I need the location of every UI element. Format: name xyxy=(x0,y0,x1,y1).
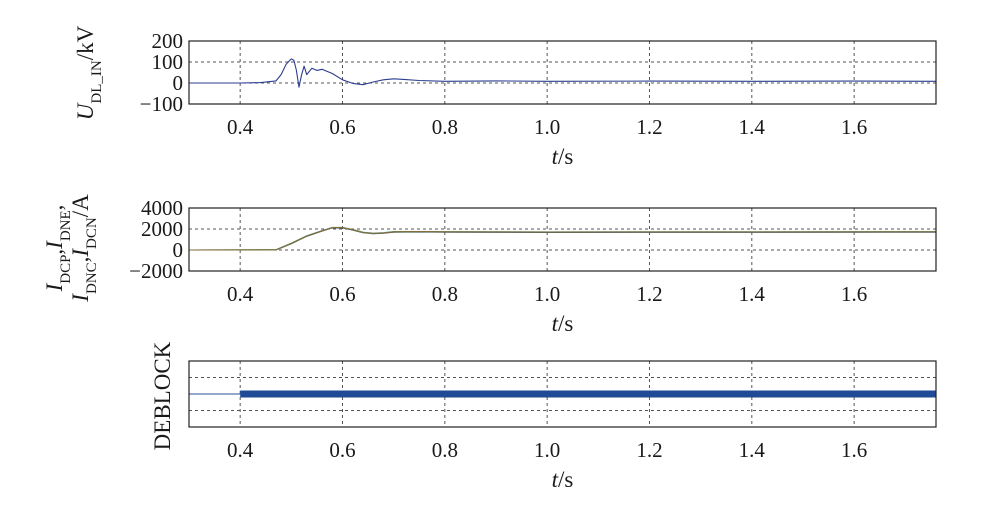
y-tick-label: 200 xyxy=(152,29,184,53)
x-tick-label: 1.6 xyxy=(841,115,867,139)
x-axis-label: t/s xyxy=(552,144,574,169)
x-tick-label: 0.6 xyxy=(329,115,355,139)
y-tick-label: −100 xyxy=(140,92,183,116)
x-tick-label: 1.0 xyxy=(534,438,560,462)
plot-frame xyxy=(188,360,937,428)
y-tick-label: 100 xyxy=(152,50,184,74)
panel-deblock: 0.4 0.6 0.8 1.0 1.2 1.4 1.6 t/s DEBLOCK xyxy=(150,341,937,492)
series-line xyxy=(189,58,937,88)
x-tick-label: 0.4 xyxy=(227,115,254,139)
x-tick-label: 1.4 xyxy=(739,115,766,139)
x-tick-label: 1.6 xyxy=(841,282,867,306)
y-tick-label: 2000 xyxy=(141,217,183,241)
y-tick-label: 4000 xyxy=(141,196,183,220)
x-tick-label: 0.8 xyxy=(432,115,458,139)
x-tick-label: 0.8 xyxy=(432,282,458,306)
x-tick-label: 1.0 xyxy=(534,282,560,306)
x-tick-label: 1.0 xyxy=(534,115,560,139)
y-tick-label: 0 xyxy=(173,238,184,262)
y-tick-label: 0 xyxy=(173,71,184,95)
x-tick-label: 1.2 xyxy=(636,438,662,462)
x-tick-label: 0.4 xyxy=(227,438,254,462)
x-axis-label: t/s xyxy=(552,467,574,492)
x-tick-label: 1.4 xyxy=(739,438,766,462)
x-tick-label: 1.2 xyxy=(636,282,662,306)
y-axis-label-line2: IDNC,IDCN/A xyxy=(68,194,100,303)
x-tick-label: 0.6 xyxy=(329,438,355,462)
series-line xyxy=(188,227,937,251)
y-axis-label: DEBLOCK xyxy=(150,341,175,450)
x-tick-label: 1.2 xyxy=(636,115,662,139)
y-tick-label: −2000 xyxy=(129,259,183,283)
y-axis-label-line1: IDCP,IDNE, xyxy=(42,205,74,293)
x-tick-label: 1.4 xyxy=(739,282,766,306)
x-tick-label: 1.6 xyxy=(841,438,867,462)
y-axis-label: UDL_IN/kV xyxy=(73,25,105,120)
plot-frame xyxy=(188,207,937,272)
x-tick-label: 0.6 xyxy=(329,282,355,306)
x-tick-label: 0.4 xyxy=(227,282,254,306)
x-axis-label: t/s xyxy=(552,311,574,336)
x-tick-label: 0.8 xyxy=(432,438,458,462)
plot-frame xyxy=(188,40,937,105)
